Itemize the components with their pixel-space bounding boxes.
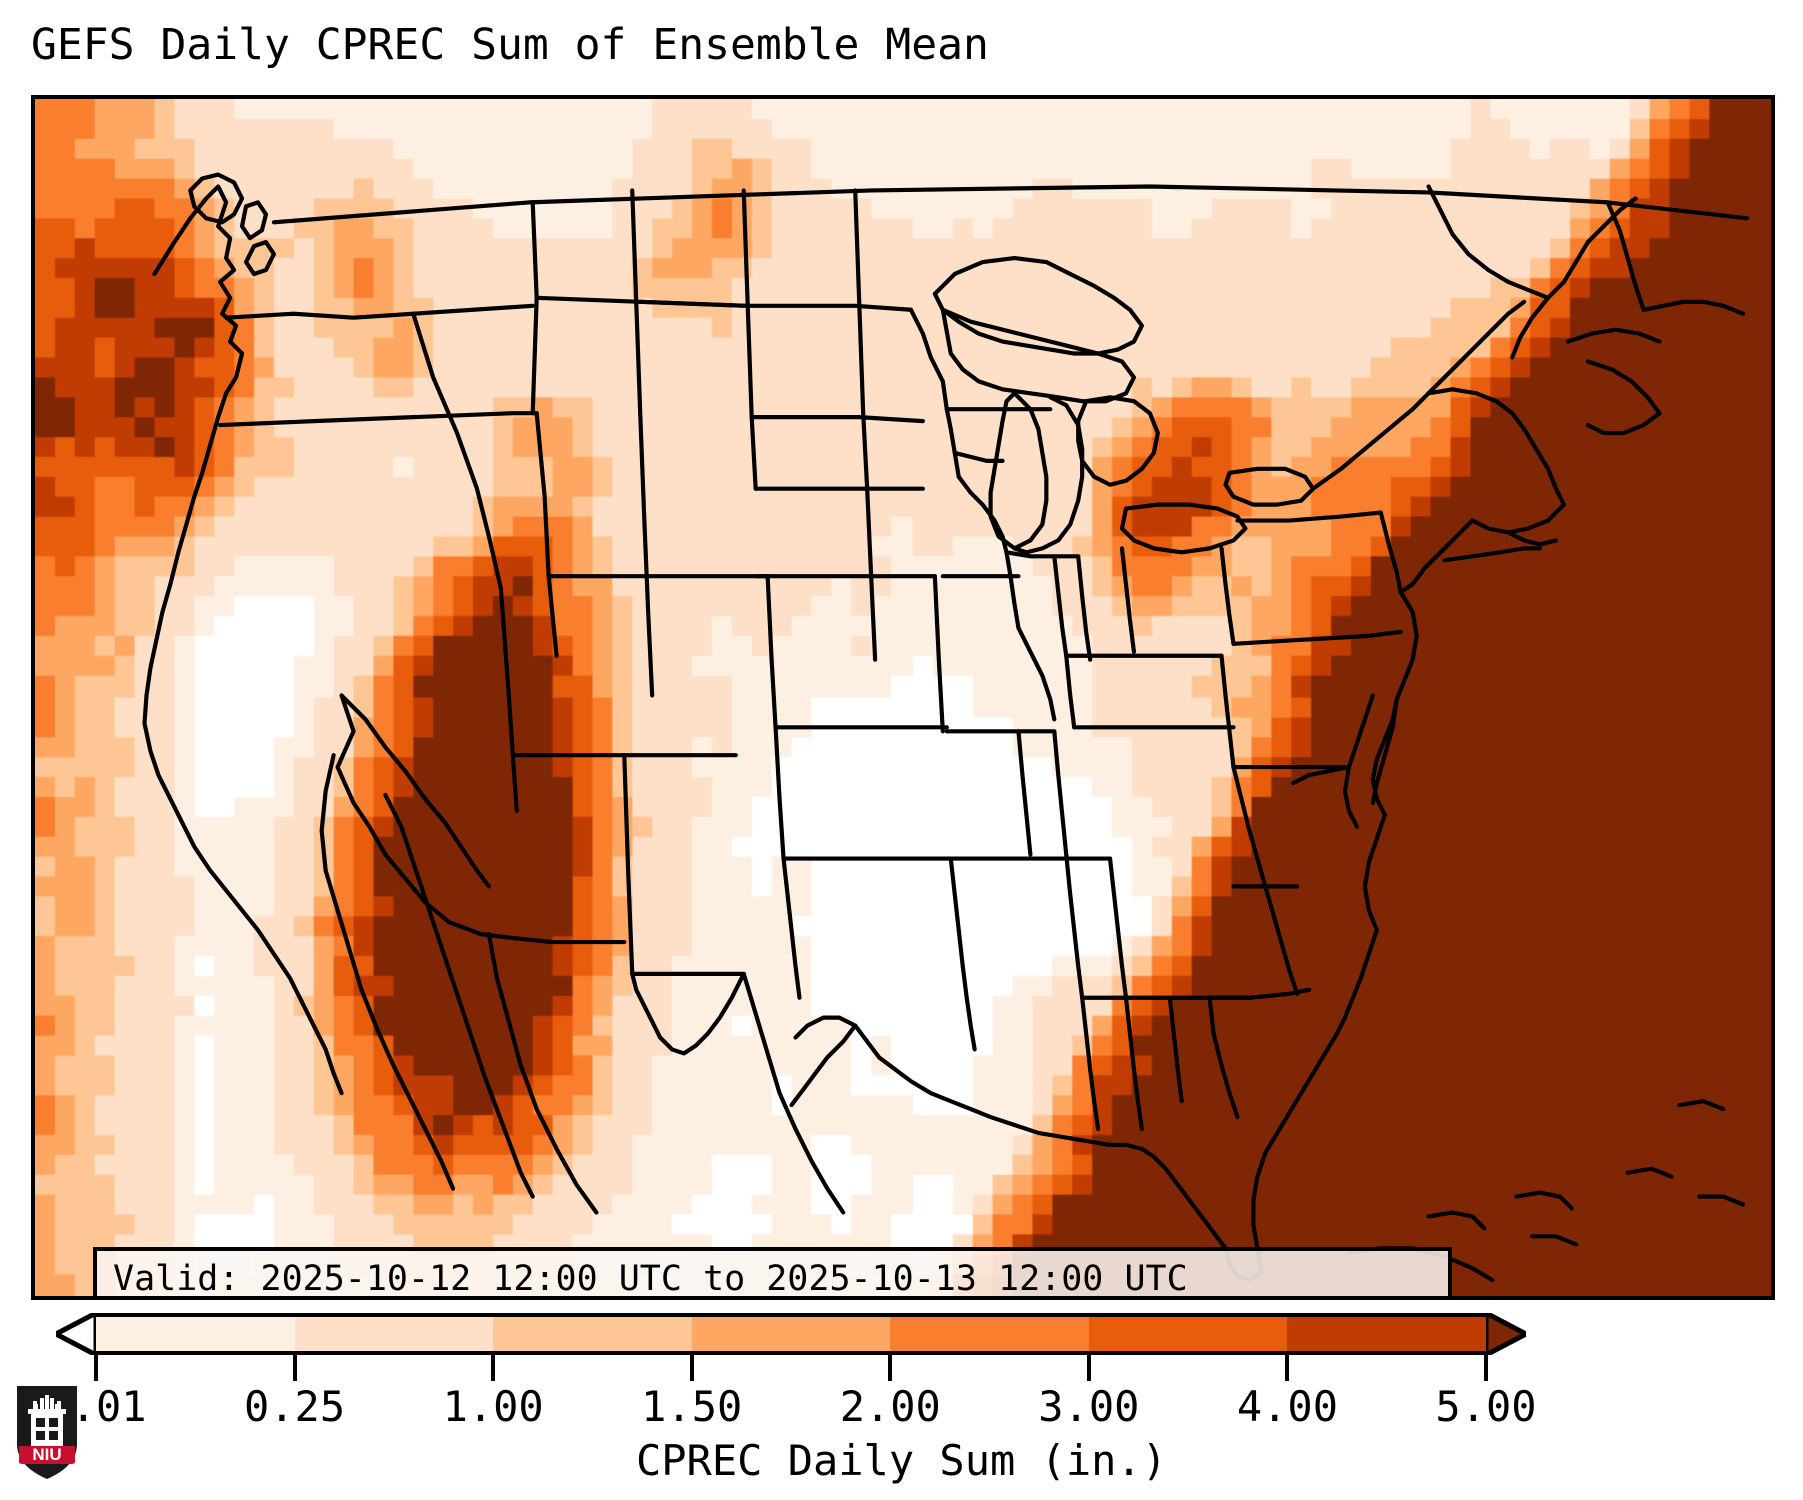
colorbar-tick-label: 0.25: [243, 1382, 346, 1431]
colorbar-segment: [1287, 1317, 1487, 1351]
colorbar-tick-label: 1.00: [442, 1382, 544, 1431]
colorbar-tick: [1086, 1355, 1091, 1381]
colorbar-tick-label: 5.00: [1435, 1382, 1537, 1431]
colorbar-tick: [1285, 1355, 1290, 1381]
colorbar: [0, 1313, 1803, 1363]
colorbar-ticks: [0, 1355, 1803, 1381]
colorbar-tick-label: 1.50: [641, 1382, 743, 1431]
colorbar-tick: [689, 1355, 694, 1381]
colorbar-tick: [888, 1355, 893, 1381]
precipitation-map: Valid: 2025-10-12 12:00 UTC to 2025-10-1…: [31, 95, 1775, 1300]
colorbar-gradient: [96, 1313, 1487, 1355]
colorbar-tick: [292, 1355, 297, 1381]
page-title: GEFS Daily CPREC Sum of Ensemble Mean: [31, 20, 989, 70]
colorbar-tick: [94, 1355, 98, 1381]
niu-logo: NIU: [17, 1386, 77, 1479]
colorbar-axis-label: CPREC Daily Sum (in.): [635, 1436, 1167, 1485]
colorbar-tick-labels: 0.01 0.25 1.00 1.50 2.00 3.00 4.00 5.00: [0, 1381, 1803, 1437]
precipitation-raster: [35, 99, 1771, 1296]
niu-logo-text: NIU: [32, 1445, 61, 1464]
colorbar-tick: [491, 1355, 496, 1381]
colorbar-tick-label: 2.00: [839, 1382, 941, 1431]
colorbar-tick-label: 3.00: [1038, 1382, 1140, 1431]
colorbar-tick-label: 4.00: [1236, 1382, 1338, 1431]
colorbar-segment: [1088, 1317, 1288, 1351]
colorbar-tick: [1484, 1355, 1488, 1381]
colorbar-under-arrow: [56, 1313, 96, 1355]
colorbar-segment: [294, 1317, 494, 1351]
info-box: Valid: 2025-10-12 12:00 UTC to 2025-10-1…: [93, 1247, 1452, 1299]
colorbar-segment: [890, 1317, 1089, 1351]
colorbar-over-arrow: [1486, 1313, 1526, 1355]
valid-time-text: Valid: 2025-10-12 12:00 UTC to 2025-10-1…: [113, 1259, 1188, 1299]
colorbar-segment: [96, 1317, 295, 1351]
colorbar-segment: [493, 1317, 692, 1351]
colorbar-segment: [691, 1317, 891, 1351]
